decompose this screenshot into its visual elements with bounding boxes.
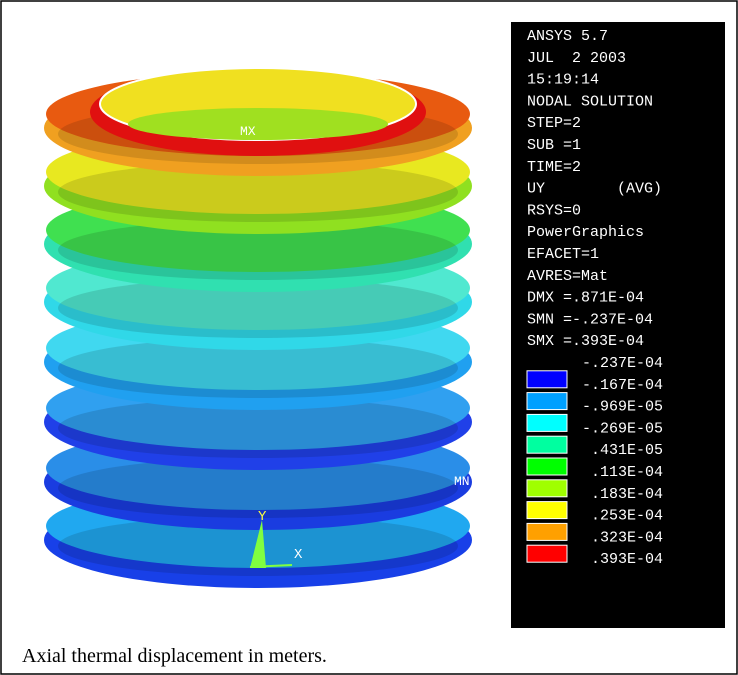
- ring-shade: [58, 458, 458, 518]
- legend-swatch: [526, 479, 568, 498]
- panel-line: AVRES=Mat: [527, 268, 608, 285]
- legend-swatch: [526, 435, 568, 454]
- ring-shade: [58, 220, 458, 280]
- panel-line: SMX =.393E-04: [527, 333, 644, 350]
- legend-swatch: [526, 370, 568, 389]
- legend-swatch: [526, 457, 568, 476]
- legend-label: .253E-04: [591, 508, 663, 525]
- axis-triad: [250, 520, 266, 568]
- legend-swatch: [526, 392, 568, 411]
- legend-label: .393E-04: [591, 551, 663, 568]
- panel-line: UY (AVG): [527, 181, 662, 198]
- ring-shade: [58, 278, 458, 338]
- legend-swatch: [526, 544, 568, 563]
- axis-x-line: [249, 564, 293, 568]
- panel-line: ANSYS 5.7: [527, 28, 608, 45]
- panel-line: JUL 2 2003: [527, 50, 626, 67]
- ring-shade: [58, 338, 458, 398]
- min-label: MN: [454, 474, 470, 489]
- caption: Axial thermal displacement in meters.: [22, 645, 327, 667]
- legend-swatch: [526, 413, 568, 432]
- panel-line: EFACET=1: [527, 246, 599, 263]
- legend-swatch: [526, 522, 568, 541]
- panel-line: RSYS=0: [527, 202, 581, 219]
- legend-label: -.167E-04: [582, 377, 663, 394]
- panel-line: 15:19:14: [527, 72, 599, 89]
- panel-line: SUB =1: [527, 137, 581, 154]
- legend-label: .431E-05: [591, 442, 663, 459]
- legend-label: -.969E-05: [582, 399, 663, 416]
- legend-label: .183E-04: [591, 486, 663, 503]
- legend-swatch: [526, 501, 568, 520]
- axis-y-label: Y: [258, 509, 267, 525]
- ring-shade: [58, 398, 458, 458]
- legend-label: -.237E-04: [582, 355, 663, 372]
- panel-text: ANSYS 5.7 JUL 2 2003 15:19:14 NODAL SOLUTIO…: [526, 28, 663, 568]
- legend-label: -.269E-05: [582, 420, 663, 437]
- ring-shade: [58, 162, 458, 222]
- panel-line: STEP=2: [527, 115, 581, 132]
- panel-line: DMX =.871E-04: [527, 290, 644, 307]
- axis-x-label: X: [294, 547, 303, 563]
- panel-line: SMN =-.237E-04: [527, 311, 653, 328]
- max-label: MX: [240, 124, 256, 139]
- legend-label: .323E-04: [591, 529, 663, 546]
- panel-line: PowerGraphics: [527, 224, 644, 241]
- panel-line: TIME=2: [527, 159, 581, 176]
- bellows-model: MX Y X: [44, 67, 472, 588]
- inner-wall: [128, 108, 388, 140]
- legend-label: .113E-04: [591, 464, 663, 481]
- panel-line: NODAL SOLUTION: [527, 93, 653, 110]
